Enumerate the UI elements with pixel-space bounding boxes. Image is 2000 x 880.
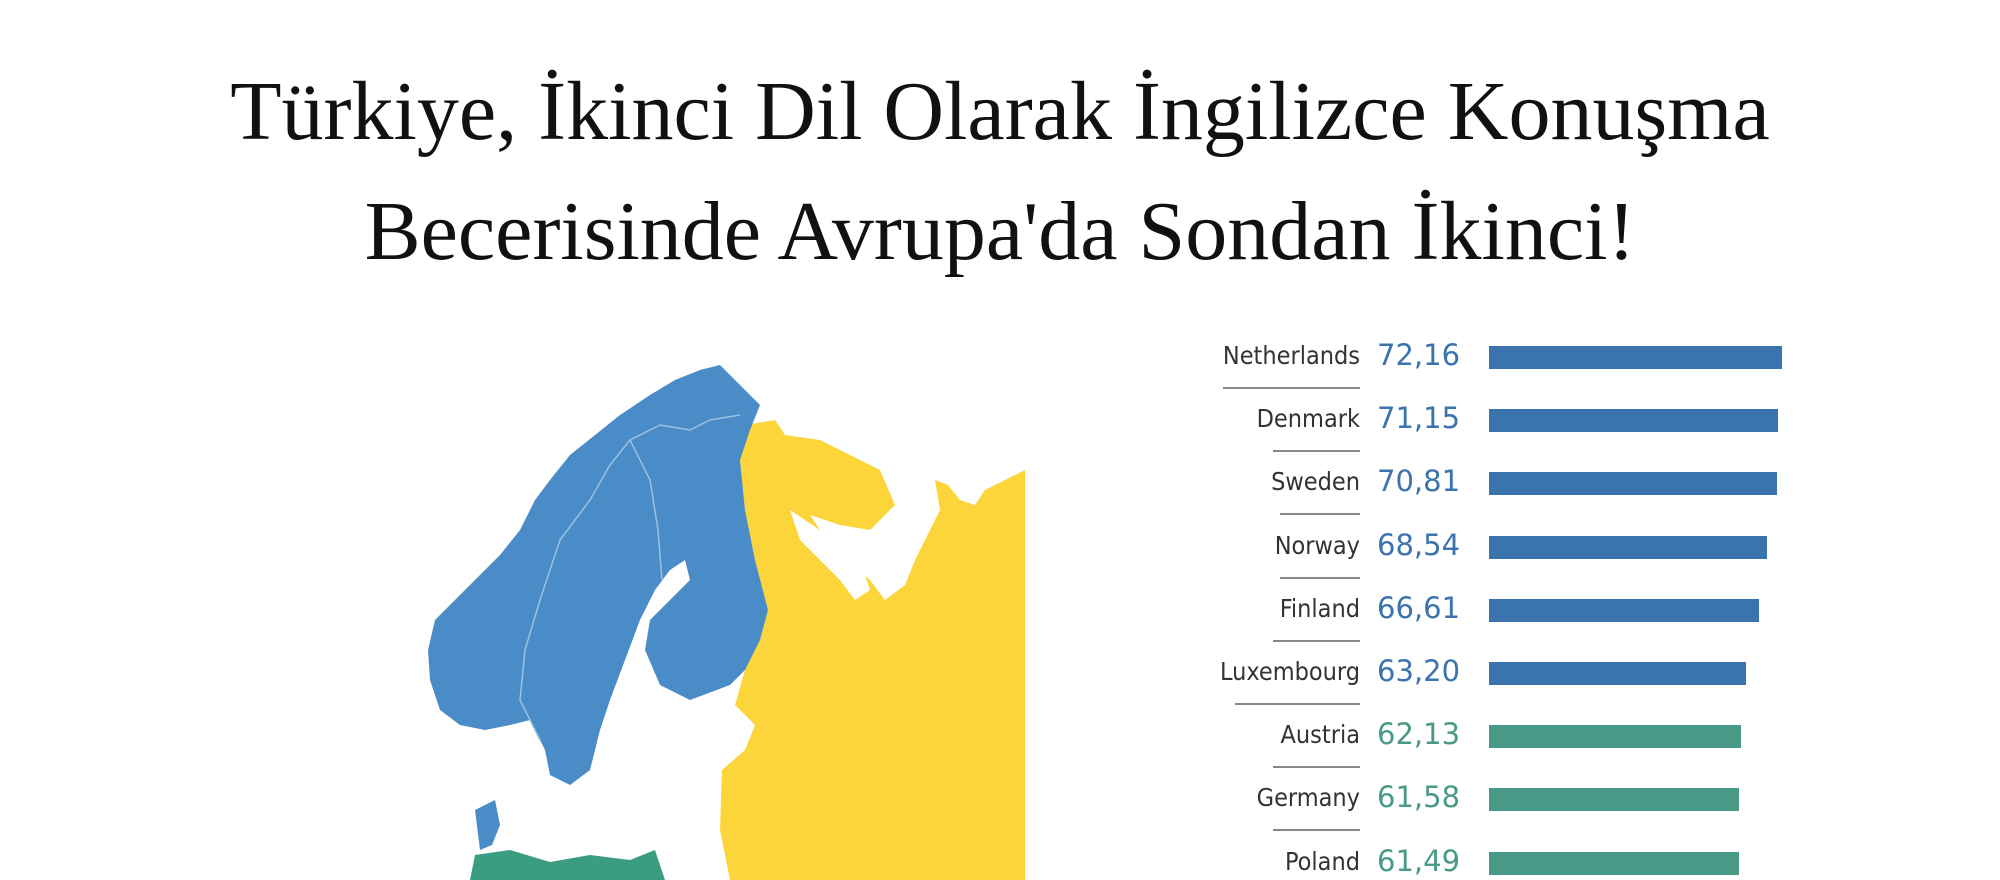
value-label: 68,54	[1377, 527, 1461, 562]
value-label: 63,20	[1377, 654, 1461, 688]
category-label: Norway	[1274, 530, 1360, 560]
category-label: Luxembourg	[1219, 657, 1360, 686]
row-separator	[1272, 766, 1360, 769]
value-label: 72,16	[1377, 338, 1461, 372]
central-europe-region	[470, 850, 665, 880]
europe-map	[428, 365, 1025, 880]
bar-germany	[1489, 788, 1740, 812]
row-separator	[1272, 450, 1360, 453]
value-label: 61,58	[1377, 780, 1461, 815]
category-label: Poland	[1285, 846, 1360, 876]
category-label: Germany	[1256, 783, 1360, 813]
row-separator	[1280, 576, 1360, 579]
white-sea	[790, 510, 870, 600]
value-label: 70,81	[1377, 464, 1461, 499]
row-separator	[1235, 703, 1360, 705]
bar-luxembourg	[1489, 662, 1746, 685]
bar-sweden	[1489, 472, 1777, 496]
row-separator	[1272, 829, 1360, 832]
bar-austria	[1489, 725, 1742, 749]
category-label: Finland	[1279, 593, 1360, 623]
value-label: 61,49	[1377, 843, 1461, 878]
value-label: 66,61	[1377, 590, 1461, 625]
bar-denmark	[1489, 409, 1778, 433]
category-label: Denmark	[1256, 404, 1360, 434]
value-label: 62,13	[1377, 717, 1461, 752]
category-label: Sweden	[1271, 467, 1360, 497]
value-label: 71,15	[1377, 401, 1461, 436]
row-separator	[1280, 513, 1360, 516]
border-lines	[519, 414, 741, 741]
row-separator	[1222, 387, 1360, 389]
bar-finland	[1489, 598, 1760, 622]
bar-norway	[1489, 535, 1768, 559]
category-label: Netherlands	[1222, 341, 1360, 370]
row-separator	[1272, 639, 1360, 642]
category-label: Austria	[1280, 720, 1360, 750]
bar-netherlands	[1489, 346, 1782, 369]
denmark-region	[475, 800, 500, 850]
scandinavia-region	[428, 365, 768, 785]
title-line-1: Türkiye, İkinci Dil Olarak İngilizce Kon…	[230, 65, 1770, 158]
title-line-2: Becerisinde Avrupa'da Sondan İkinci!	[364, 185, 1636, 278]
bar-poland	[1489, 851, 1739, 875]
russia-region	[720, 420, 1025, 880]
